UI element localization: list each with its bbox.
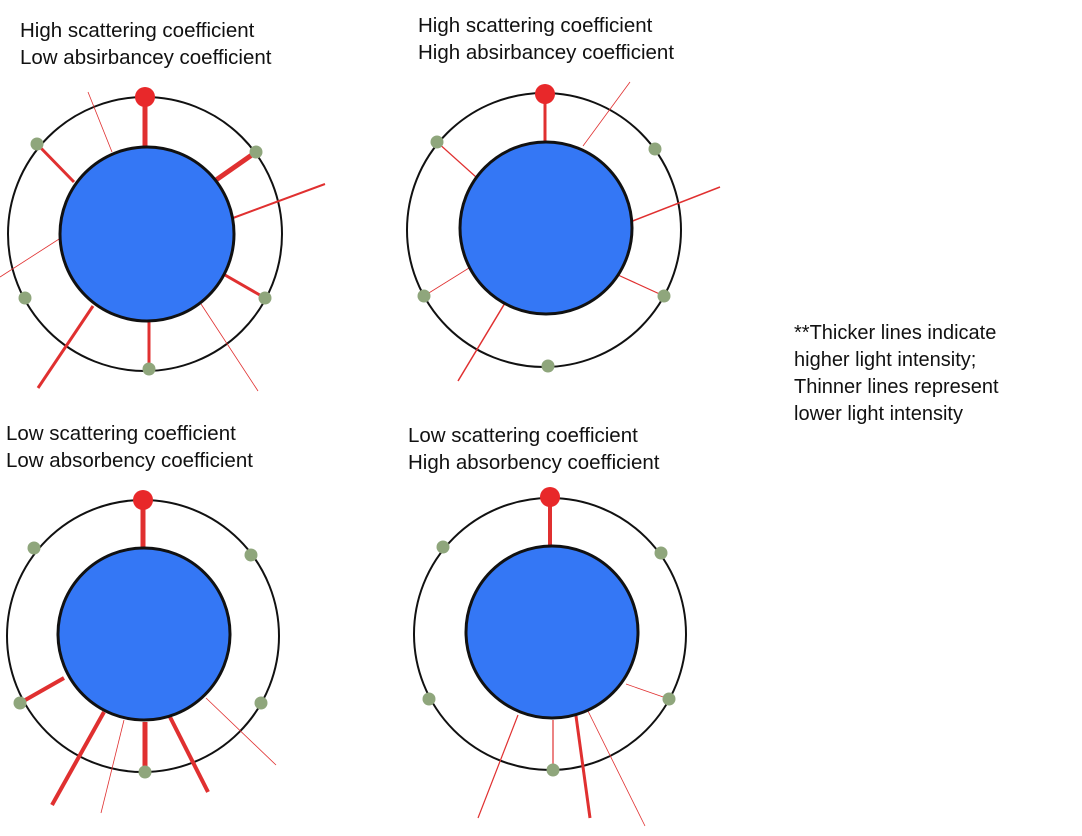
light-ray [232, 183, 326, 219]
light-ray [214, 149, 258, 183]
light-ray [574, 715, 592, 819]
caption-line-1: High scattering coefficient [418, 14, 653, 37]
light-ray [423, 267, 470, 297]
intensity-legend-note: **Thicker lines indicate higher light in… [794, 320, 999, 428]
diagram-low-scatter-low-absorb [6, 490, 280, 814]
light-source [133, 490, 153, 510]
light-ray [477, 714, 519, 819]
detector [13, 696, 27, 710]
detector [430, 135, 444, 149]
detector [18, 291, 32, 305]
light-ray [19, 676, 65, 705]
light-source [540, 487, 560, 507]
detector [244, 548, 258, 562]
detector [249, 145, 263, 159]
detector [417, 289, 431, 303]
light-ray [100, 719, 125, 814]
diagram-high-scatter-low-absorb [0, 87, 326, 392]
caption-line-2: Low absirbancey coefficient [20, 46, 272, 69]
detector [27, 541, 41, 555]
tissue-sample [56, 546, 232, 722]
detector [546, 763, 560, 777]
detector [142, 362, 156, 376]
light-ray [629, 186, 721, 223]
caption-line-2: High absorbency coefficient [408, 451, 660, 474]
light-ray [587, 710, 646, 827]
light-ray [35, 142, 76, 184]
caption-line-1: Low scattering coefficient [6, 422, 236, 445]
light-source [135, 87, 155, 107]
note-line-1: **Thicker lines indicate [794, 322, 997, 344]
light-ray [582, 81, 631, 147]
detector [654, 546, 668, 560]
detector [648, 142, 662, 156]
tissue-sample [464, 544, 640, 720]
caption-low-scatter-low-absorb: Low scattering coefficient Low absorbenc… [6, 420, 253, 474]
light-ray [50, 711, 106, 806]
note-line-4: lower light intensity [794, 403, 963, 425]
light-source [535, 84, 555, 104]
light-ray [457, 302, 506, 382]
light-ray [625, 683, 670, 700]
light-ray [200, 303, 259, 392]
detector [422, 692, 436, 706]
detector [254, 696, 268, 710]
light-ray [0, 231, 71, 278]
caption-high-scatter-high-absorb: High scattering coefficient High absirba… [418, 12, 674, 66]
light-ray [436, 141, 477, 178]
caption-line-2: Low absorbency coefficient [6, 449, 253, 472]
detector [138, 765, 152, 779]
light-ray [224, 273, 266, 300]
detector [541, 359, 555, 373]
note-line-2: higher light intensity; [794, 349, 977, 371]
caption-line-1: High scattering coefficient [20, 19, 255, 42]
detector [436, 540, 450, 554]
light-ray [87, 91, 113, 153]
detector [258, 291, 272, 305]
caption-line-1: Low scattering coefficient [408, 424, 638, 447]
detector [30, 137, 44, 151]
detector [657, 289, 671, 303]
caption-line-2: High absirbancey coefficient [418, 41, 675, 64]
light-ray [168, 716, 210, 793]
diagram-high-scatter-high-absorb [406, 81, 721, 382]
tissue-sample [458, 140, 634, 316]
detector [662, 692, 676, 706]
light-ray [36, 305, 95, 389]
caption-low-scatter-high-absorb: Low scattering coefficient High absorben… [408, 422, 659, 476]
light-ray [617, 274, 665, 297]
diagram-low-scatter-high-absorb [413, 487, 687, 827]
caption-high-scatter-low-absorb: High scattering coefficient Low absirban… [20, 17, 271, 71]
note-line-3: Thinner lines represent [794, 376, 999, 398]
tissue-sample [58, 145, 236, 323]
light-ray [205, 697, 277, 766]
